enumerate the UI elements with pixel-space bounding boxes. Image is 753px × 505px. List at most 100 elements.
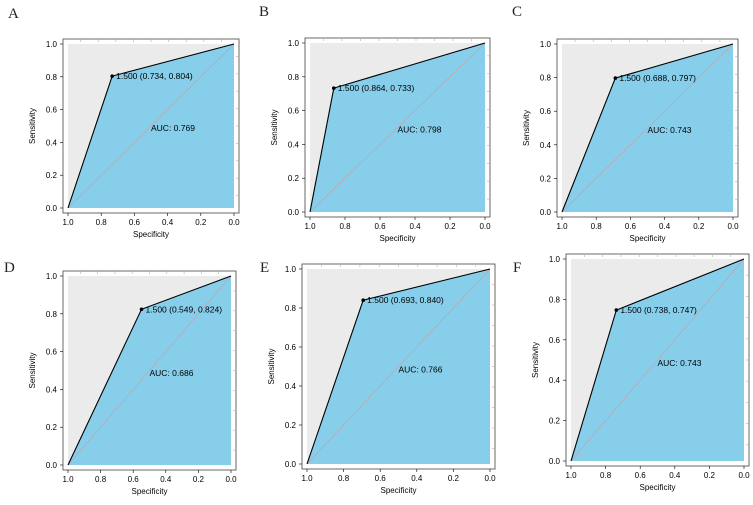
panel-d-y-tick-label: 0.8: [46, 310, 58, 319]
panel-a-x-tick-label: 0.6: [129, 218, 141, 227]
panel-c-x-axis-title: Specificity: [629, 234, 665, 243]
panel-c-y-tick-label: 1.0: [540, 40, 552, 49]
panel-f: F 1.500 (0.738, 0.747) AUC: 0.743 1.0 0.8 0.6…: [513, 253, 750, 492]
panel-e-y-tick-label: 0.0: [285, 460, 297, 469]
panel-e-threshold-point: [361, 298, 365, 303]
panel-d-x-tick-label: 0.6: [128, 475, 140, 484]
panel-c-x-tick-label: 0.4: [659, 222, 671, 231]
panel-a-x-tick-label: 0.8: [96, 218, 108, 227]
panel-b-y-tick-label: 1.0: [288, 39, 300, 48]
panel-a-y-tick-label: 0.2: [46, 171, 58, 180]
panel-c-y-tick-label: 0.6: [540, 107, 552, 116]
panel-c-threshold-label: 1.500 (0.688, 0.797): [619, 73, 696, 83]
panel-d-threshold-point: [139, 307, 144, 312]
panel-f-x-tick-label: 0.0: [738, 471, 750, 480]
panel-f-diagonal: [570, 258, 745, 462]
panel-e-x-tick-label: 0.2: [448, 474, 460, 483]
panel-f-x-tick-label: 0.6: [635, 471, 647, 480]
panel-f-y-tick-label: 0.2: [549, 417, 561, 426]
panel-b-y-tick-label: 0.4: [288, 140, 300, 149]
panel-e: E 1.500 (0.693, 0.840) AUC: 0.766 1.0 0.8 0.6…: [260, 260, 496, 495]
panel-e-y-axis-title: Sensitivity: [267, 348, 276, 384]
panel-c-y-tick-label: 0.8: [540, 74, 552, 83]
panel-f-y-tick-label: 0.6: [549, 336, 561, 345]
panel-a: A 1.500 (0.734, 0.804) AUC: 0.769 1.0 0.8 0.6…: [8, 6, 240, 239]
panel-b-x-tick-label: 0.2: [444, 222, 456, 231]
panel-a-x-tick-label: 0.0: [228, 218, 240, 227]
panel-e-y-tick-label: 0.2: [285, 421, 297, 430]
panel-e-y-tick-label: 0.4: [285, 382, 297, 391]
panel-d-letter: D: [4, 260, 15, 276]
panel-d-x-tick-label: 0.8: [95, 475, 107, 484]
panel-b-letter: B: [259, 4, 269, 20]
panel-f-y-axis-title: Sensitivity: [531, 342, 540, 378]
panel-b-x-tick-label: 0.0: [479, 222, 491, 231]
panel-c-threshold-point: [613, 76, 618, 80]
panel-a-threshold-point: [110, 74, 114, 78]
panel-c-diagonal: [561, 43, 734, 213]
panel-b-diagonal: [309, 42, 486, 213]
panel-c-y-tick-label: 0.0: [540, 208, 552, 217]
panel-a-letter: A: [8, 6, 19, 22]
panel-b-y-tick-label: 0.2: [288, 174, 300, 183]
panel-d: D 1.500 (0.549, 0.824) AUC: 0.686 1.0 0.8 0.6…: [4, 260, 237, 496]
panel-f-y-tick-label: 0.0: [549, 457, 561, 466]
panel-d-diagonal: [67, 275, 232, 466]
panel-c-y-tick-label: 0.2: [540, 174, 552, 183]
panel-c-x-tick-label: 0.2: [693, 222, 705, 231]
panel-b-x-tick-label: 0.6: [374, 222, 386, 231]
panel-e-y-tick-label: 1.0: [285, 265, 297, 274]
panel-e-x-tick-label: 0.0: [484, 474, 496, 483]
panel-b-y-axis-title: Sensitivity: [270, 109, 279, 145]
panel-d-x-tick-label: 0.0: [225, 475, 237, 484]
panel-b-threshold-label: 1.500 (0.864, 0.733): [338, 83, 415, 93]
panel-f-y-tick-label: 0.4: [549, 376, 561, 385]
panel-a-x-tick-label: 0.2: [195, 218, 207, 227]
panel-a-y-tick-label: 0.0: [46, 204, 58, 213]
panel-e-auc-label: AUC: 0.766: [399, 364, 443, 374]
panel-d-threshold-label: 1.500 (0.549, 0.824): [146, 304, 223, 314]
panel-d-y-tick-label: 1.0: [46, 272, 58, 281]
panel-b-y-tick-label: 0.0: [288, 208, 300, 217]
panel-a-x-tick-label: 1.0: [62, 218, 74, 227]
panel-a-x-axis-title: Specificity: [133, 230, 169, 239]
panel-a-y-tick-label: 0.8: [46, 73, 58, 82]
panel-f-x-tick-label: 0.4: [669, 471, 681, 480]
panel-c-x-tick-label: 1.0: [556, 222, 568, 231]
panel-a-diagonal: [67, 43, 235, 209]
panel-d-y-tick-label: 0.2: [46, 423, 58, 432]
panel-e-x-axis-title: Specificity: [380, 486, 416, 495]
panel-e-x-tick-label: 0.6: [375, 474, 387, 483]
panel-d-y-tick-label: 0.0: [46, 461, 58, 470]
panel-a-y-tick-label: 0.6: [46, 106, 58, 115]
panel-c-letter: C: [512, 4, 522, 20]
panel-f-letter: F: [513, 260, 521, 276]
panel-d-auc-label: AUC: 0.686: [150, 368, 194, 378]
panel-f-x-tick-label: 0.8: [600, 471, 612, 480]
panel-b-x-tick-label: 0.8: [339, 222, 351, 231]
panel-b-y-tick-label: 0.8: [288, 73, 300, 82]
panel-c-auc-label: AUC: 0.743: [648, 125, 692, 135]
panel-f-threshold-label: 1.500 (0.738, 0.747): [620, 305, 697, 315]
panel-e-letter: E: [260, 260, 269, 276]
panel-f-x-tick-label: 0.2: [704, 471, 716, 480]
panel-b-x-tick-label: 0.4: [409, 222, 421, 231]
panel-b-x-tick-label: 1.0: [304, 222, 316, 231]
panel-d-x-tick-label: 0.4: [160, 475, 172, 484]
panel-f-y-tick-label: 0.8: [549, 295, 561, 304]
panel-f-y-tick-label: 1.0: [549, 255, 561, 264]
panel-a-threshold-label: 1.500 (0.734, 0.804): [116, 71, 193, 81]
panel-e-x-tick-label: 0.4: [411, 474, 423, 483]
panel-a-y-tick-label: 1.0: [46, 40, 58, 49]
panel-d-x-tick-label: 1.0: [62, 475, 74, 484]
panel-a-auc-label: AUC: 0.769: [151, 123, 195, 133]
panel-c-y-axis-title: Sensitivity: [522, 110, 531, 146]
panel-d-y-axis-title: Sensitivity: [28, 352, 37, 388]
panel-e-y-tick-label: 0.6: [285, 343, 297, 352]
panel-c-x-tick-label: 0.8: [591, 222, 603, 231]
panel-c-x-tick-label: 0.0: [727, 222, 739, 231]
panel-e-threshold-label: 1.500 (0.693, 0.840): [367, 295, 444, 305]
panel-b: B 1.500 (0.864, 0.733) AUC: 0.798 1.0 0.8 0.6…: [259, 4, 491, 243]
panel-a-x-tick-label: 0.4: [162, 218, 174, 227]
